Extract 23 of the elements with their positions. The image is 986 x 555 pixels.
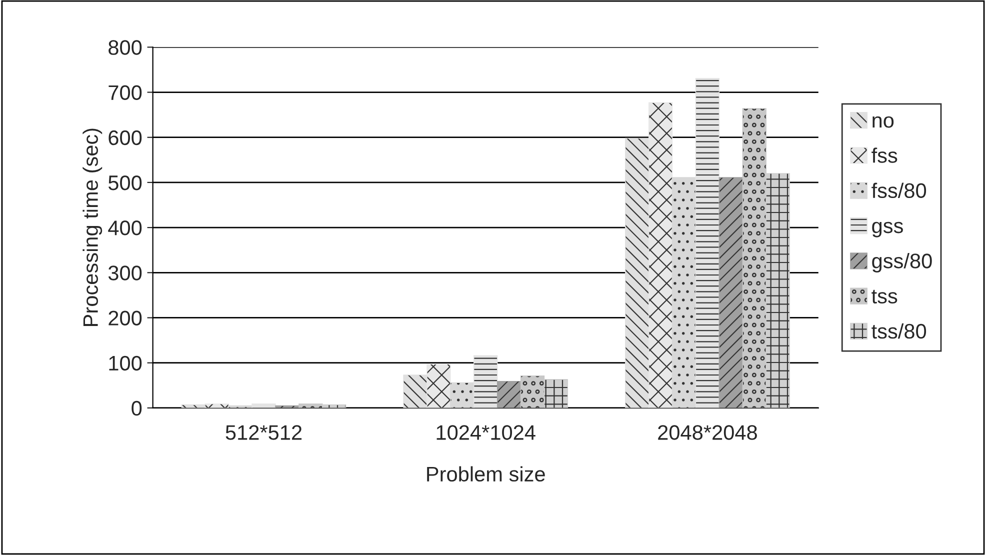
legend-label: fss [872, 148, 898, 163]
y-tick-label: 700 [108, 85, 142, 100]
x-tick-label: 2048*2048 [658, 425, 757, 440]
y-tick-label: 100 [109, 356, 142, 371]
y-tick-label: 400 [108, 220, 142, 236]
x-axis-title: Problem size [427, 466, 545, 482]
x-tick-label: 1024*1024 [436, 425, 536, 440]
y-tick-label: 200 [108, 310, 142, 326]
y-tick-label: 600 [108, 130, 142, 146]
x-tick-label: 512*512 [226, 425, 302, 440]
legend-label: no [872, 116, 894, 128]
bar [496, 380, 522, 408]
y-tick-label: 500 [108, 175, 142, 190]
legend-label: tss [872, 290, 898, 304]
legend-label: gss/80 [872, 253, 932, 272]
y-tick-label: 0 [132, 400, 142, 416]
y-axis-title: Processing time (sec) [82, 128, 102, 326]
legend-label: fss/80 [872, 182, 926, 198]
bar [718, 177, 743, 408]
legend-label: tss/80 [872, 323, 926, 339]
legend-label: gss [872, 222, 903, 238]
y-tick-label: 300 [108, 266, 142, 280]
y-tick-label: 800 [108, 40, 142, 55]
